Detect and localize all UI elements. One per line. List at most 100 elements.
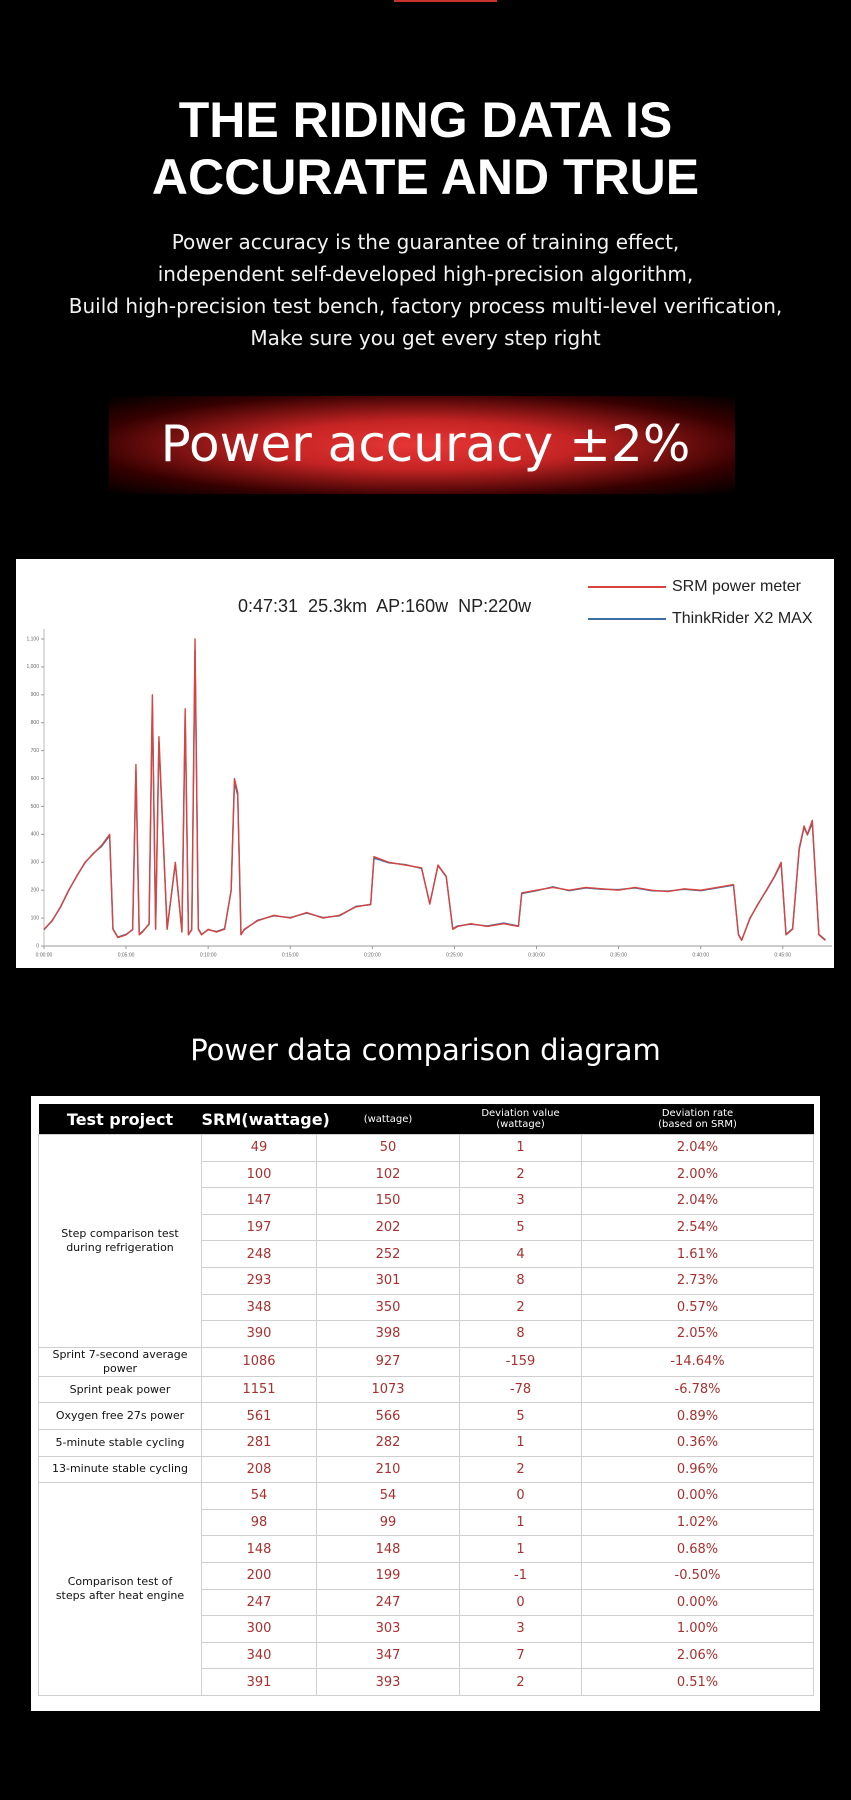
y-tick-label: 500 — [31, 804, 40, 810]
value-cell: 1.02% — [581, 1508, 814, 1537]
table-row: 390 398 8 2.05% — [39, 1320, 814, 1348]
table-row: 391 393 2 0.51% — [39, 1668, 814, 1696]
y-tick-label: 1,100 — [26, 636, 39, 642]
value-cell: 1073 — [316, 1375, 460, 1404]
value-cell: 1 — [459, 1428, 582, 1457]
page-title: THE RIDING DATA IS ACCURATE AND TRUE — [0, 92, 851, 206]
table-row: 247 247 0 0.00% — [39, 1588, 814, 1617]
value-cell: 147 — [201, 1187, 317, 1215]
table-row: 293 301 8 2.73% — [39, 1266, 814, 1295]
value-cell: 50 — [316, 1134, 460, 1162]
value-cell: 0.51% — [581, 1668, 814, 1696]
value-cell: 0.00% — [581, 1482, 814, 1510]
value-cell: -78 — [459, 1375, 582, 1404]
project-text: Comparison test of — [67, 1575, 173, 1588]
project-cell: 13-minute stable cycling — [38, 1455, 202, 1484]
header-text: (based on SRM) — [658, 1119, 737, 1130]
table-row: 13-minute stable cycling 208 210 2 0.96% — [38, 1455, 814, 1484]
value-cell: 0.57% — [581, 1293, 814, 1322]
value-cell: 148 — [201, 1535, 317, 1563]
x-tick-label: 0:10:00 — [200, 952, 217, 958]
header-text: Test project — [66, 1109, 174, 1129]
value-cell: 566 — [316, 1402, 460, 1430]
y-tick-label: 0 — [36, 943, 39, 949]
desc-line: Make sure you get every step right — [250, 326, 601, 350]
title-line: THE RIDING DATA IS — [178, 92, 673, 148]
project-text: Sprint 7-second average power — [52, 1347, 188, 1375]
y-tick-label: 100 — [31, 915, 40, 921]
x-tick-label: 0:25:00 — [446, 952, 463, 958]
legend-label: SRM power meter — [672, 578, 802, 595]
y-tick-label: 600 — [31, 776, 40, 782]
value-cell: 340 — [201, 1641, 317, 1670]
chart: 0 100 200 300 400 500 600 700 800 900 1,000 1,100 0:… — [26, 578, 832, 958]
value-cell: 150 — [316, 1187, 460, 1215]
value-cell: 1.61% — [581, 1240, 814, 1268]
y-tick-label: 800 — [31, 720, 40, 726]
value-cell: 5 — [459, 1213, 582, 1242]
value-cell: 0.00% — [581, 1588, 814, 1617]
description: Power accuracy is the guarantee of train… — [0, 226, 851, 354]
table-row: 98 99 1 1.02% — [39, 1508, 814, 1537]
value-cell: 247 — [201, 1588, 317, 1617]
project-cell: 5-minute stable cycling — [38, 1428, 202, 1457]
value-cell: 2 — [459, 1160, 582, 1189]
header-cell: Test project — [38, 1104, 202, 1135]
value-cell: 202 — [316, 1213, 460, 1242]
x-tick-label: 0:35:00 — [610, 952, 627, 958]
y-tick-label: 400 — [31, 832, 40, 838]
header-text: (wattage) — [363, 1113, 413, 1125]
header-text: SRM(wattage) — [201, 1109, 330, 1129]
x-tick-label: 0:15:00 — [282, 952, 299, 958]
value-cell: 350 — [316, 1293, 460, 1322]
value-cell: 148 — [316, 1535, 460, 1563]
chart-annotation: 0:47:31 25.3km AP:160w NP:220w — [238, 596, 532, 616]
value-cell: -159 — [459, 1346, 582, 1377]
value-cell: 2.06% — [581, 1641, 814, 1670]
value-cell: 281 — [201, 1428, 317, 1457]
table-row: Oxygen free 27s power 561 566 5 0.89% — [38, 1402, 814, 1430]
x-tick-label: 0:45:00 — [774, 952, 791, 958]
value-cell: -0.50% — [581, 1561, 814, 1590]
value-cell: 2.00% — [581, 1160, 814, 1189]
value-cell: 303 — [316, 1615, 460, 1643]
value-cell: -6.78% — [581, 1375, 814, 1404]
value-cell: 398 — [316, 1320, 460, 1348]
value-cell: 561 — [201, 1402, 317, 1430]
x-tick-label: 0:30:00 — [528, 952, 545, 958]
header-cell: SRM(wattage) — [201, 1104, 330, 1135]
header-row: Test project SRM(wattage) (wattage) Deviati… — [38, 1104, 814, 1135]
value-cell: 8 — [459, 1320, 582, 1348]
value-cell: 282 — [316, 1428, 460, 1457]
value-cell: 100 — [201, 1160, 317, 1189]
y-tick-label: 300 — [31, 860, 40, 866]
project-text: Oxygen free 27s power — [55, 1409, 185, 1423]
table-row: 148 148 1 0.68% — [39, 1535, 814, 1563]
project-cell: Comparison test of steps after heat engin… — [38, 1482, 202, 1696]
project-text: Step comparison test — [61, 1226, 179, 1240]
value-cell: 7 — [459, 1641, 582, 1670]
value-cell: 2.73% — [581, 1266, 814, 1295]
value-cell: 102 — [316, 1160, 460, 1189]
value-cell: 1086 — [201, 1346, 317, 1377]
value-cell: 49 — [201, 1134, 317, 1162]
value-cell: 927 — [316, 1346, 460, 1377]
header-cell: (wattage) — [316, 1104, 460, 1135]
value-cell: 301 — [316, 1266, 460, 1295]
table-row: Sprint peak power 1151 1073 -78 -6.78% — [38, 1375, 814, 1404]
project-text: 5-minute stable cycling — [55, 1435, 185, 1449]
y-tick-label: 900 — [31, 692, 40, 698]
project-cell: Oxygen free 27s power — [38, 1402, 202, 1430]
value-cell: 347 — [316, 1641, 460, 1670]
value-cell: 0.96% — [581, 1455, 814, 1484]
value-cell: 248 — [201, 1240, 317, 1268]
value-cell: 3 — [459, 1615, 582, 1643]
header-text: Deviation value — [481, 1108, 560, 1119]
value-cell: 199 — [316, 1561, 460, 1590]
y-tick-label: 200 — [31, 888, 40, 894]
value-cell: 5 — [459, 1402, 582, 1430]
project-text: steps after heat engine — [55, 1589, 185, 1602]
value-cell: 0.36% — [581, 1428, 814, 1457]
value-cell: 2.05% — [581, 1320, 814, 1348]
